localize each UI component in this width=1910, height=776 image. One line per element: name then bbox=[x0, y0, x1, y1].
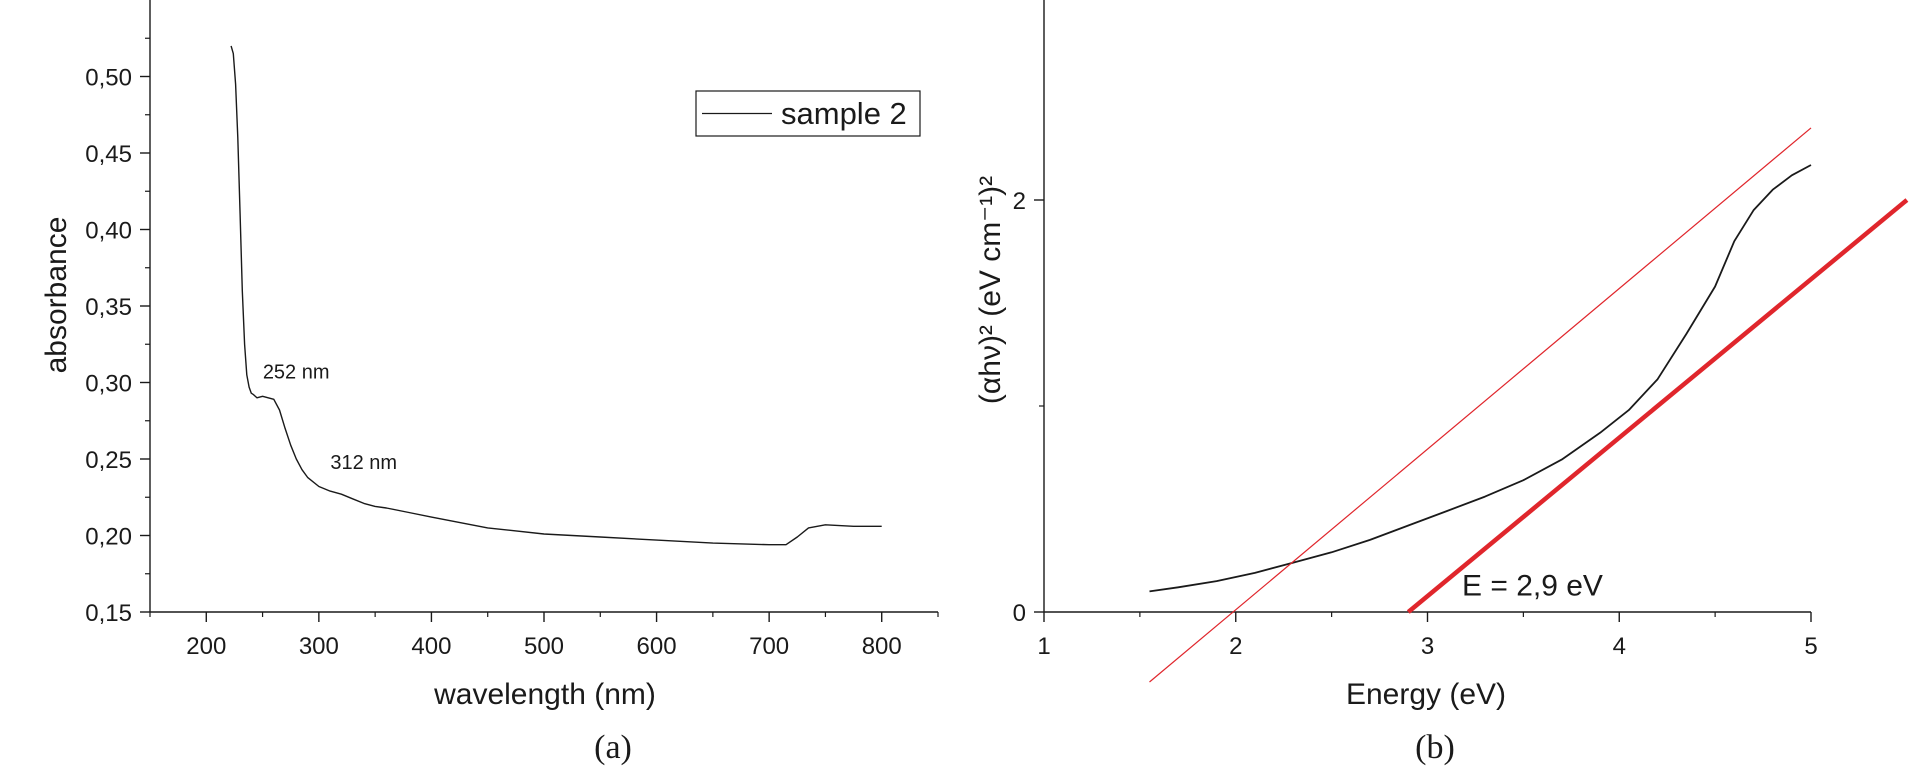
panel-b-axes bbox=[1043, 0, 1811, 613]
absorption-curve bbox=[1149, 164, 1812, 593]
panel-a-series bbox=[230, 45, 882, 546]
panel-b-x-tick-label: 2 bbox=[1229, 633, 1242, 660]
band-gap-annotation: E = 2,9 eV bbox=[1462, 570, 1603, 603]
panel-a-annotation: 312 nm bbox=[330, 452, 397, 474]
panel-a-ticks: 200 300 400 500 600 700 800 0,15 0,20 0,25 0,30 0,3… bbox=[85, 37, 939, 660]
panel-a-x-axis-label: wavelength (nm) bbox=[433, 678, 656, 711]
panel-b-x-axis-label: Energy (eV) bbox=[1346, 678, 1506, 711]
panel-b-tauc-plot: 1 2 3 4 5 0 2 E = 2,9 eV Energy (eV) (αhν)² (e… bbox=[974, 0, 1909, 766]
panel-a-absorbance-chart: 200 300 400 500 600 700 800 0,15 0,20 0,25 0,30 0,3… bbox=[40, 0, 939, 766]
panel-a-x-tick-label: 600 bbox=[637, 633, 677, 660]
panel-a-y-tick-label: 0,50 bbox=[85, 65, 132, 92]
panel-b-series bbox=[1149, 127, 1909, 683]
panel-a-annotation: 252 nm bbox=[263, 362, 330, 384]
panel-a-y-tick-label: 0,40 bbox=[85, 218, 132, 245]
panel-b-x-tick-label: 4 bbox=[1613, 633, 1626, 660]
panel-a-caption: (a) bbox=[594, 729, 632, 766]
panel-a-x-tick-label: 700 bbox=[749, 633, 789, 660]
panel-a-x-tick-label: 200 bbox=[186, 633, 226, 660]
panel-b-y-axis-label: (αhν)² (eV cm⁻¹)² bbox=[974, 176, 1007, 404]
panel-a-annotations: 252 nm 312 nm bbox=[263, 362, 397, 474]
panel-b-caption: (b) bbox=[1415, 729, 1455, 766]
panel-a-x-tick-label: 300 bbox=[299, 633, 339, 660]
panel-a-y-tick-label: 0,25 bbox=[85, 447, 132, 474]
panel-a-y-tick-label: 0,20 bbox=[85, 524, 132, 551]
panel-a-y-tick-label: 0,30 bbox=[85, 371, 132, 398]
red-tangent-line bbox=[1406, 198, 1909, 614]
panel-b-x-tick-label: 5 bbox=[1804, 633, 1817, 660]
panel-b-annotations: E = 2,9 eV bbox=[1462, 570, 1603, 603]
panel-b-y-tick-label: 2 bbox=[1013, 188, 1026, 215]
panel-a-y-axis-label: absorbance bbox=[40, 217, 73, 374]
panel-a-y-tick-label: 0,45 bbox=[85, 141, 132, 168]
panel-a-x-tick-label: 400 bbox=[411, 633, 451, 660]
panel-b-x-tick-label: 3 bbox=[1421, 633, 1434, 660]
panel-a-x-tick-label: 800 bbox=[862, 633, 902, 660]
legend: sample 2 bbox=[695, 90, 921, 137]
panel-a-y-tick-label: 0,15 bbox=[85, 600, 132, 627]
panel-a-x-tick-label: 500 bbox=[524, 633, 564, 660]
red-reference-line bbox=[1149, 127, 1812, 683]
panel-b-ticks: 1 2 3 4 5 0 2 bbox=[1013, 188, 1818, 660]
panel-b-y-axis-label-text: (αhν)² (eV cm⁻¹)² bbox=[974, 176, 1007, 404]
panel-b-x-tick-label: 1 bbox=[1037, 633, 1050, 660]
legend-entry-sample-2: sample 2 bbox=[781, 96, 907, 131]
panel-b-y-tick-label: 0 bbox=[1013, 600, 1026, 627]
panel-a-y-tick-label: 0,35 bbox=[85, 294, 132, 321]
series-line-sample-2 bbox=[230, 45, 882, 546]
